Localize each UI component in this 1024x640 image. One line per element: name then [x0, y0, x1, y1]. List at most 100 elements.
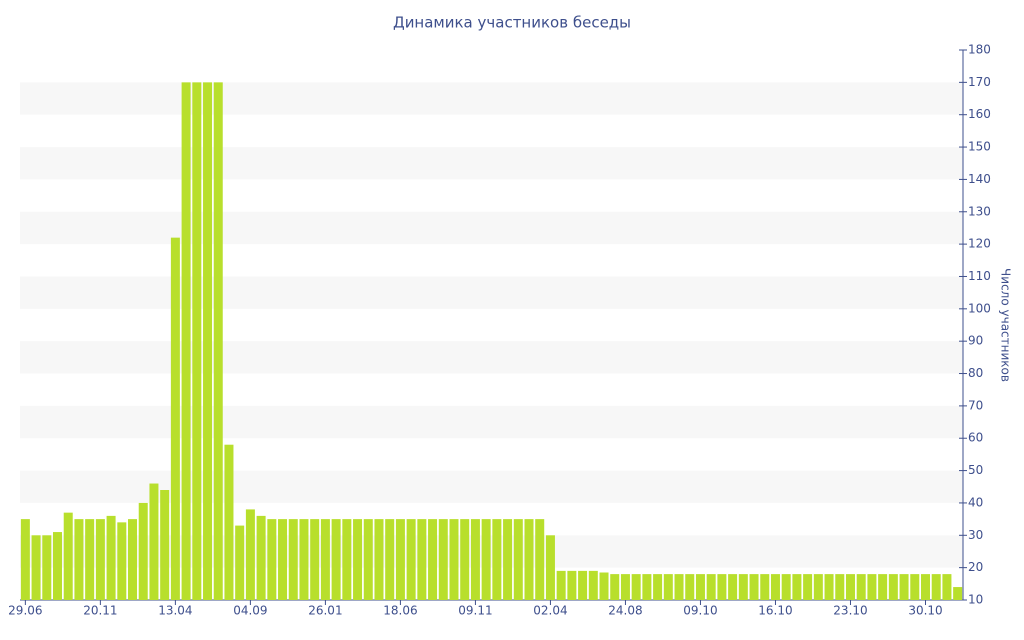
grid-band: [20, 341, 963, 374]
bar: [374, 519, 384, 600]
bar: [267, 519, 277, 600]
bar: [663, 574, 673, 600]
bar: [770, 574, 780, 600]
bar: [128, 519, 138, 600]
chart-title: Динамика участников беседы: [393, 14, 631, 32]
bar: [545, 535, 555, 600]
x-tick-label: 23.10: [833, 604, 867, 618]
bar: [824, 574, 834, 600]
bar: [706, 574, 716, 600]
bar: [695, 574, 705, 600]
x-tick-label: 30.10: [908, 604, 942, 618]
bar: [406, 519, 416, 600]
bar: [342, 519, 352, 600]
x-tick-label: 04.09: [233, 604, 267, 618]
bar: [556, 570, 566, 600]
bar: [942, 574, 952, 600]
bar: [588, 570, 598, 600]
bar: [417, 519, 427, 600]
x-tick-label: 16.10: [758, 604, 792, 618]
bar: [653, 574, 663, 600]
bar: [363, 519, 373, 600]
bar: [888, 574, 898, 600]
bar: [117, 522, 127, 600]
bar: [181, 82, 191, 600]
x-tick-label: 02.04: [533, 604, 567, 618]
y-tick-label: 70: [968, 398, 983, 412]
bar: [953, 587, 963, 600]
x-tick-label: 13.04: [158, 604, 192, 618]
bar: [245, 509, 255, 600]
y-tick-label: 130: [968, 204, 991, 218]
bar: [813, 574, 823, 600]
y-tick-label: 80: [968, 366, 983, 380]
bar: [631, 574, 641, 600]
bar: [920, 574, 930, 600]
bar: [395, 519, 405, 600]
bar: [149, 483, 159, 600]
bar: [781, 574, 791, 600]
bar: [438, 519, 448, 600]
y-tick-label: 180: [968, 43, 991, 57]
bar: [449, 519, 459, 600]
y-tick-label: 40: [968, 495, 983, 509]
bar: [213, 82, 223, 600]
bar: [610, 574, 620, 600]
bar: [685, 574, 695, 600]
bar: [760, 574, 770, 600]
bar: [717, 574, 727, 600]
x-tick-label: 26.01: [308, 604, 342, 618]
y-tick-label: 60: [968, 431, 983, 445]
x-tick-label: 24.08: [608, 604, 642, 618]
bar: [170, 237, 180, 600]
y-tick-label: 50: [968, 463, 983, 477]
x-tick-label: 09.11: [458, 604, 492, 618]
bar: [460, 519, 470, 600]
bar: [835, 574, 845, 600]
bar: [95, 519, 105, 600]
y-axis-label: Число участников: [999, 268, 1013, 382]
bar: [674, 574, 684, 600]
bar: [278, 519, 288, 600]
bar: [738, 574, 748, 600]
bar: [53, 532, 63, 600]
bar: [492, 519, 502, 600]
bar: [299, 519, 309, 600]
bar: [567, 570, 577, 600]
bar: [599, 572, 609, 600]
bar: [331, 519, 341, 600]
y-tick-label: 90: [968, 334, 983, 348]
bar: [535, 519, 545, 600]
bar: [728, 574, 738, 600]
bar: [42, 535, 52, 600]
bar: [203, 82, 213, 600]
bar: [63, 512, 73, 600]
bar: [642, 574, 652, 600]
bar: [192, 82, 202, 600]
x-tick-label: 20.11: [83, 604, 117, 618]
y-tick-label: 170: [968, 75, 991, 89]
grid-band: [20, 211, 963, 245]
bar: [138, 502, 148, 600]
y-tick-label: 30: [968, 528, 983, 542]
x-tick-label: 29.06: [8, 604, 42, 618]
bar: [910, 574, 920, 600]
bar: [235, 525, 245, 600]
bar: [620, 574, 630, 600]
y-tick-label: 10: [968, 593, 983, 607]
bar: [513, 519, 523, 600]
bar: [256, 515, 266, 600]
bar: [803, 574, 813, 600]
bar: [749, 574, 759, 600]
y-tick-label: 100: [968, 301, 991, 315]
bar: [320, 519, 330, 600]
bar: [470, 519, 480, 600]
bar: [224, 444, 234, 600]
bar: [385, 519, 395, 600]
grid-band: [20, 405, 963, 439]
y-tick-label: 110: [968, 269, 991, 283]
bar: [524, 519, 534, 600]
y-tick-label: 20: [968, 560, 983, 574]
bar: [310, 519, 320, 600]
